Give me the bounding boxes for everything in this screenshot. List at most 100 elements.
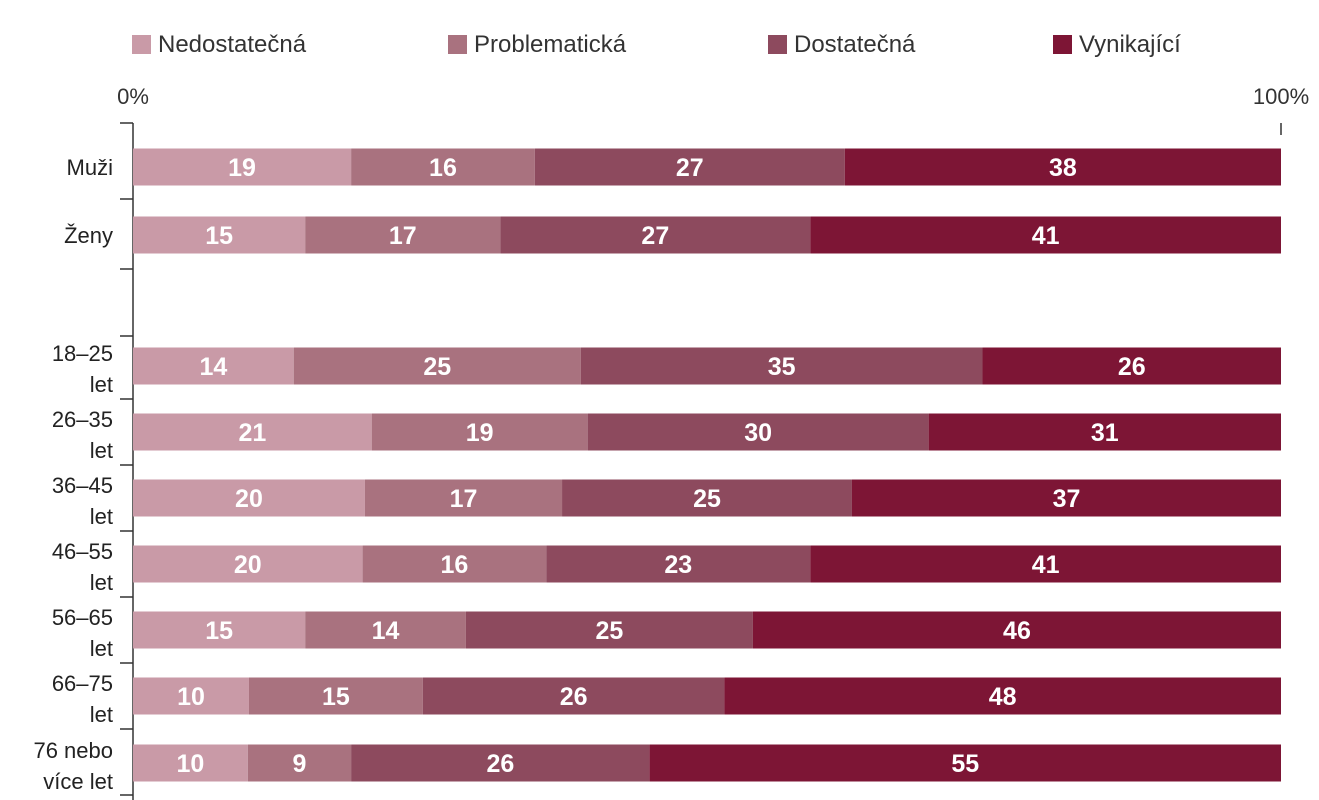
bar-value-label-a76-series-1: 10	[176, 750, 204, 778]
category-label-a46_55-line-2: let	[90, 570, 113, 595]
legend: Nedostatečná Problematická Dostatečná Vynik…	[132, 31, 1181, 58]
category-label-a18_25-line-1: 18–25	[52, 341, 113, 366]
bar-segment-a36_45-series-3	[562, 479, 852, 517]
bar-segment-a26_35-series-1	[133, 413, 372, 451]
bar-segment-a56_65-series-3	[465, 611, 753, 649]
bar-segment-a46_55-series-2	[362, 545, 547, 583]
bar-segment-a76-series-4	[649, 744, 1281, 782]
bar-value-label-a66_75-series-1: 10	[177, 683, 205, 711]
bar-value-label-a46_55-series-3: 23	[664, 551, 692, 579]
category-label-a18_25-line-2: let	[90, 372, 113, 397]
category-label-a36_45-line-2: let	[90, 504, 113, 529]
bar-value-label-muzi-series-4: 38	[1049, 154, 1077, 182]
x-tick-label-0: 0%	[117, 84, 149, 109]
bar-value-label-a46_55-series-1: 20	[234, 551, 262, 579]
bar-segment-a36_45-series-2	[364, 479, 563, 517]
bar-value-label-a36_45-series-1: 20	[235, 485, 263, 513]
category-label-zeny: Ženy	[64, 223, 113, 248]
legend-label-2: Problematická	[474, 31, 627, 58]
bar-segment-a66_75-series-3	[422, 677, 725, 715]
bars: 19 16 27 38 15 17 27 41 14 25 35 26 21 19 30 31 20 17 25 37…	[133, 148, 1281, 782]
x-tick-label-100: 100%	[1253, 84, 1309, 109]
bar-segment-a56_65-series-4	[752, 611, 1281, 649]
category-label-muzi: Muži	[67, 155, 113, 180]
bar-value-label-a26_35-series-4: 31	[1091, 419, 1119, 447]
category-label-a76-line-2: více let	[43, 769, 113, 794]
bar-value-label-zeny-series-2: 17	[389, 222, 417, 250]
bar-segment-a18_25-series-3	[580, 347, 983, 385]
bar-segment-a36_45-series-4	[851, 479, 1281, 517]
bar-segment-zeny-series-3	[500, 216, 811, 254]
bar-value-label-a26_35-series-2: 19	[466, 419, 494, 447]
bar-value-label-a18_25-series-4: 26	[1118, 353, 1146, 381]
category-label-a36_45-line-1: 36–45	[52, 473, 113, 498]
bar-value-label-a66_75-series-3: 26	[560, 683, 588, 711]
bar-segment-a66_75-series-4	[724, 677, 1281, 715]
bar-segment-a36_45-series-1	[133, 479, 365, 517]
bar-value-label-a46_55-series-2: 16	[441, 551, 469, 579]
bar-value-label-a56_65-series-4: 46	[1003, 617, 1031, 645]
category-label-a46_55-line-1: 46–55	[52, 539, 113, 564]
bar-segment-zeny-series-2	[305, 216, 501, 254]
bar-value-label-a26_35-series-1: 21	[238, 419, 266, 447]
bar-segment-muzi-series-2	[351, 148, 535, 186]
category-label-a76-line-1: 76 nebo	[33, 738, 113, 763]
bar-segment-muzi-series-1	[133, 148, 352, 186]
category-label-a56_65-line-1: 56–65	[52, 605, 113, 630]
bar-value-label-a76-series-2: 9	[293, 750, 307, 778]
bar-value-label-a18_25-series-1: 14	[199, 353, 227, 381]
bar-value-label-a56_65-series-1: 15	[205, 617, 233, 645]
bar-value-label-zeny-series-4: 41	[1032, 222, 1060, 250]
bar-segment-a56_65-series-2	[305, 611, 466, 649]
bar-value-label-a56_65-series-3: 25	[596, 617, 624, 645]
legend-swatch-1	[132, 35, 151, 54]
bar-value-label-muzi-series-2: 16	[429, 154, 457, 182]
legend-swatch-4	[1053, 35, 1072, 54]
bar-segment-zeny-series-4	[810, 216, 1281, 254]
bar-segment-a26_35-series-2	[371, 413, 588, 451]
bar-value-label-muzi-series-1: 19	[228, 154, 256, 182]
bar-value-label-muzi-series-3: 27	[676, 154, 704, 182]
category-label-a56_65-line-2: let	[90, 636, 113, 661]
category-label-a66_75-line-1: 66–75	[52, 671, 113, 696]
category-label-a26_35-line-2: let	[90, 438, 113, 463]
bar-value-label-zeny-series-3: 27	[641, 222, 669, 250]
legend-label-4: Vynikající	[1079, 31, 1181, 58]
bar-segment-a46_55-series-1	[133, 545, 363, 583]
bar-value-label-a36_45-series-2: 17	[450, 485, 478, 513]
category-label-a26_35-line-1: 26–35	[52, 407, 113, 432]
legend-swatch-3	[768, 35, 787, 54]
bar-segment-a26_35-series-4	[928, 413, 1281, 451]
bar-segment-a76-series-1	[133, 744, 248, 782]
bar-value-label-a66_75-series-2: 15	[322, 683, 350, 711]
legend-swatch-2	[448, 35, 467, 54]
bar-segment-muzi-series-3	[534, 148, 845, 186]
bar-segment-a56_65-series-1	[133, 611, 306, 649]
bar-value-label-a26_35-series-3: 30	[744, 419, 772, 447]
bar-value-label-a18_25-series-3: 35	[768, 353, 796, 381]
bar-segment-a18_25-series-2	[293, 347, 581, 385]
bar-segment-muzi-series-4	[844, 148, 1281, 186]
bar-segment-a76-series-3	[351, 744, 650, 782]
bar-segment-a66_75-series-1	[133, 677, 249, 715]
bar-segment-zeny-series-1	[133, 216, 306, 254]
bar-segment-a18_25-series-4	[982, 347, 1281, 385]
legend-label-1: Nedostatečná	[158, 31, 307, 58]
category-label-a66_75-line-2: let	[90, 702, 113, 727]
bar-value-label-zeny-series-1: 15	[205, 222, 233, 250]
bar-value-label-a36_45-series-4: 37	[1053, 485, 1081, 513]
bar-segment-a18_25-series-1	[133, 347, 294, 385]
bar-value-label-a36_45-series-3: 25	[693, 485, 721, 513]
bar-value-label-a76-series-4: 55	[951, 750, 979, 778]
category-labels: Muži Ženy 18–25 let 26–35 let 36–45 let 46–55 let…	[33, 155, 113, 794]
legend-label-3: Dostatečná	[794, 31, 916, 58]
bar-value-label-a46_55-series-4: 41	[1032, 551, 1060, 579]
bar-value-label-a18_25-series-2: 25	[423, 353, 451, 381]
bar-segment-a76-series-2	[247, 744, 352, 782]
bar-segment-a66_75-series-2	[248, 677, 423, 715]
bar-value-label-a76-series-3: 26	[486, 750, 514, 778]
bar-segment-a46_55-series-3	[546, 545, 811, 583]
bar-value-label-a56_65-series-2: 14	[372, 617, 400, 645]
bar-segment-a26_35-series-3	[587, 413, 929, 451]
